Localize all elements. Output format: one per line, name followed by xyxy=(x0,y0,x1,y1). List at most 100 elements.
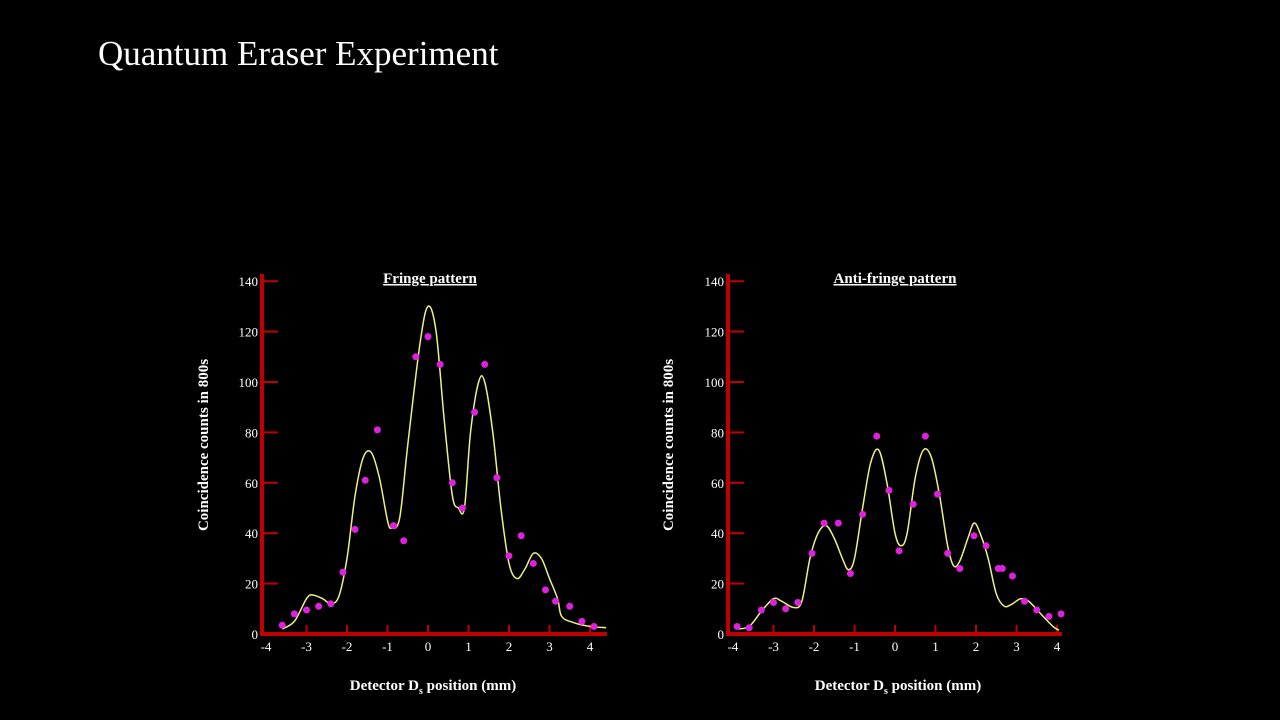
y-tick-label: 100 xyxy=(705,375,725,390)
y-tick-label: 120 xyxy=(239,325,259,340)
data-point xyxy=(339,568,347,576)
data-point xyxy=(517,532,525,540)
fit-curve xyxy=(736,448,1060,631)
chart-1: 0 20 40 60 80 100 120 140 -4 -3 -2 -1 0 1 2 3 4 Fringe pa… xyxy=(196,271,607,697)
chart-2: 0 20 40 60 80 100 120 140 -4 -3 -2 -1 0 1 2 3 4 Anti-frin… xyxy=(661,271,1065,697)
x-tick-label: 1 xyxy=(932,639,939,654)
y-tick-label: 20 xyxy=(711,577,724,592)
data-point xyxy=(770,599,777,606)
data-point xyxy=(934,490,942,498)
data-point xyxy=(956,564,964,572)
x-tick-label: -1 xyxy=(382,639,393,654)
data-point xyxy=(373,426,381,434)
data-point xyxy=(458,504,466,512)
data-point xyxy=(859,510,867,518)
y-axis-label: Coincidence counts in 800s xyxy=(661,359,677,531)
data-point xyxy=(970,532,978,540)
x-axis-label: Detector Ds position (mm) xyxy=(815,678,982,697)
data-point xyxy=(733,622,741,630)
data-point xyxy=(290,610,298,618)
data-point xyxy=(481,360,489,368)
x-axis-label-subscript: s xyxy=(884,686,888,697)
data-point xyxy=(390,522,398,530)
x-tick-label: -3 xyxy=(768,639,779,654)
data-point xyxy=(1021,597,1029,605)
x-tick-label: 4 xyxy=(1054,639,1061,654)
slide-title: Quantum Eraser Experiment xyxy=(98,34,499,73)
y-tick-label: 140 xyxy=(705,274,725,289)
data-point xyxy=(895,547,903,555)
x-axis-label-subscript: s xyxy=(419,686,423,697)
data-point xyxy=(400,537,408,545)
data-point xyxy=(578,617,586,625)
data-point xyxy=(808,549,816,557)
data-point xyxy=(448,479,456,487)
x-tick-label: 3 xyxy=(1013,639,1020,654)
data-point xyxy=(412,353,420,361)
fit-curve xyxy=(281,305,607,630)
data-point xyxy=(590,622,598,630)
data-point xyxy=(846,570,854,578)
y-tick-label: 0 xyxy=(252,627,259,642)
y-axis-label: Coincidence counts in 800s xyxy=(196,359,212,531)
y-tick-label: 60 xyxy=(245,476,258,491)
data-point xyxy=(424,333,432,341)
data-point xyxy=(552,597,560,605)
x-axis-label-main: Detector D xyxy=(350,678,419,694)
y-tick-label: 40 xyxy=(711,526,724,541)
x-tick-label: 4 xyxy=(587,639,594,654)
x-tick-label: -2 xyxy=(809,639,820,654)
y-tick-label: 80 xyxy=(245,425,258,440)
data-point xyxy=(303,606,310,614)
x-tick-label: -4 xyxy=(728,639,739,654)
data-point xyxy=(1045,612,1053,620)
data-point xyxy=(745,624,753,632)
x-axis-label-suffix: position (mm) xyxy=(423,678,516,694)
chart-title: Fringe pattern xyxy=(383,271,477,287)
y-tick-label: 140 xyxy=(239,274,259,289)
data-point xyxy=(885,486,893,494)
data-point xyxy=(471,408,479,416)
data-point xyxy=(998,564,1006,572)
x-tick-label: 2 xyxy=(506,639,513,654)
y-tick-label: 20 xyxy=(245,577,258,592)
x-tick-label: -3 xyxy=(301,639,312,654)
data-point xyxy=(820,519,828,527)
data-point xyxy=(794,599,802,606)
data-point xyxy=(541,586,549,594)
data-point xyxy=(529,559,537,567)
x-tick-label: 2 xyxy=(973,639,980,654)
data-point xyxy=(505,552,513,560)
x-tick-label: -1 xyxy=(849,639,860,654)
data-point xyxy=(921,432,929,440)
x-tick-label: 3 xyxy=(546,639,553,654)
x-axis-label: Detector Ds position (mm) xyxy=(350,678,517,697)
x-tick-label: -2 xyxy=(342,639,353,654)
data-point xyxy=(315,602,323,610)
data-point xyxy=(566,602,574,610)
x-axis-label-main: Detector D xyxy=(815,678,884,694)
x-tick-label: 0 xyxy=(892,639,899,654)
data-point xyxy=(1008,572,1016,580)
y-tick-label: 100 xyxy=(239,375,259,390)
data-point xyxy=(493,474,501,482)
data-point xyxy=(834,519,842,527)
y-tick-label: 120 xyxy=(705,325,725,340)
data-point xyxy=(436,360,444,368)
y-tick-label: 0 xyxy=(718,627,725,642)
data-point xyxy=(757,606,765,614)
data-point xyxy=(982,542,990,550)
y-tick-label: 40 xyxy=(245,526,258,541)
data-point xyxy=(1033,606,1041,614)
data-point xyxy=(327,600,335,608)
data-point xyxy=(351,525,359,533)
data-point xyxy=(278,621,286,629)
chart-title: Anti-fringe pattern xyxy=(834,271,958,287)
data-point xyxy=(782,605,790,613)
x-tick-label: 0 xyxy=(425,639,432,654)
data-point xyxy=(1057,610,1065,618)
y-tick-label: 60 xyxy=(711,476,724,491)
data-point xyxy=(909,500,917,508)
data-point xyxy=(873,432,881,440)
